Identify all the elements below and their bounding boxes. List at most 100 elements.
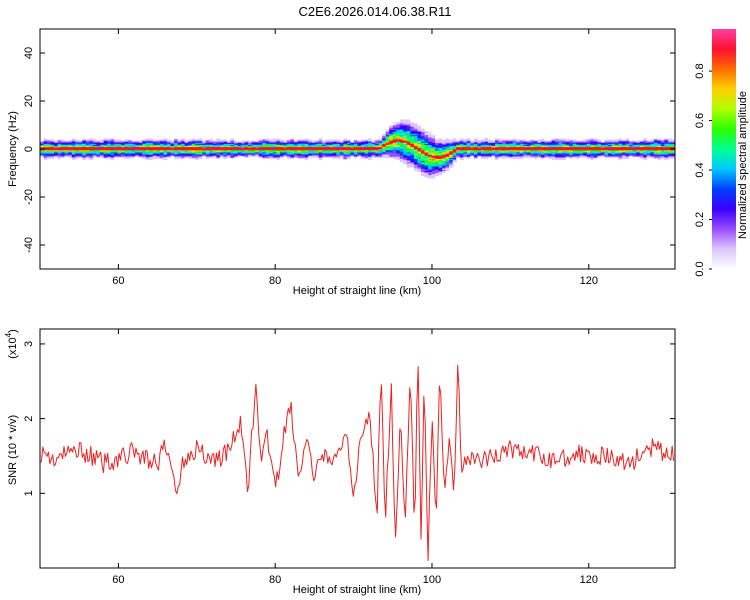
heatmap-cell [378,147,383,150]
heatmap-cell [107,150,112,153]
heatmap-cell [491,155,496,157]
heatmap-cell [237,150,242,153]
heatmap-cell [209,143,214,145]
heatmap-cell [406,163,412,166]
heatmap-cell [565,141,570,143]
heatmap-cell [480,158,486,161]
heatmap-cell [636,146,641,149]
heatmap-cell [145,141,150,143]
heatmap-cell [445,137,450,140]
heatmap-cell [445,158,450,161]
heatmap-cell [540,140,546,142]
heatmap-cell [435,135,440,138]
heatmap-cell [332,142,337,144]
heatmap-cell [512,143,517,145]
heatmap-cell [142,159,147,162]
heatmap-cell [435,155,440,157]
heatmap-cell [586,149,591,152]
heatmap-cell [205,158,210,161]
heatmap-cell [301,136,306,139]
heatmap-cell [533,145,539,148]
heatmap-cell [484,142,489,144]
heatmap-cell [466,156,471,158]
heatmap-cell [50,156,55,158]
heatmap-cell [265,140,270,142]
heatmap-cell [184,154,189,156]
heatmap-cell [364,157,369,159]
heatmap-cell [389,132,394,135]
heatmap-cell [286,148,292,151]
heatmap-cell [572,140,577,142]
heatmap-cell [576,140,581,142]
heatmap-cell [329,146,334,149]
heatmap-cell [452,141,457,143]
heatmap-cell [322,152,327,155]
heatmap-cell [276,150,281,153]
heatmap-cell [43,158,48,161]
heatmap-cell [569,142,574,144]
heatmap-cell [555,142,560,144]
heatmap-cell [653,152,658,155]
heatmap-cell [399,125,404,128]
heatmap-cell [646,144,651,146]
heatmap-cell [551,154,556,156]
heatmap-cell [424,133,429,136]
heatmap-cell [279,138,285,141]
heatmap-cell [301,138,306,141]
heatmap-cell [145,151,150,154]
heatmap-cell [301,147,306,150]
heatmap-cell [251,148,256,151]
heatmap-cell [399,148,404,151]
heatmap-cell [399,151,404,154]
heatmap-cell [64,138,69,141]
heatmap-cell [71,141,76,143]
heatmap-cell [103,156,108,158]
heatmap-cell [205,152,210,155]
heatmap-cell [470,155,475,157]
heatmap-cell [646,138,651,141]
heatmap-cell [516,159,521,162]
heatmap-cell [276,147,281,150]
heatmap-cell [124,142,129,144]
heatmap-cell [477,156,482,158]
heatmap-cell [191,148,196,151]
heatmap-cell [121,148,126,151]
heatmap-cell [579,156,584,158]
heatmap-cell [636,145,641,148]
heatmap-cell [421,142,426,144]
heatmap-cell [540,144,546,146]
heatmap-cell [322,150,327,153]
heatmap-cell [212,155,217,157]
heatmap-cell [516,140,521,142]
heatmap-cell [121,152,126,155]
heatmap-cell [650,137,655,140]
heatmap-cell [477,149,482,152]
heatmap-cell [480,147,486,150]
heatmap-cell [283,145,288,148]
heatmap-cell [188,141,193,143]
heatmap-cell [64,150,69,153]
heatmap-cell [653,158,658,161]
heatmap-cell [431,134,436,137]
heatmap-cell [290,144,295,146]
heatmap-cell [61,146,66,149]
heatmap-cell [403,150,408,153]
heatmap-cell [597,144,602,146]
heatmap-cell [297,136,302,139]
heatmap-cell [495,148,500,151]
heatmap-cell [346,145,352,148]
heatmap-cell [385,149,390,152]
heatmap-cell [202,148,207,151]
heatmap-cell [223,156,228,158]
heatmap-cell [590,144,595,146]
heatmap-cell [237,146,242,149]
heatmap-cell [64,143,69,145]
heatmap-cell [177,157,182,159]
heatmap-cell [445,136,450,139]
heatmap-cell [124,151,129,154]
heatmap-cell [216,140,221,142]
heatmap-cell [142,145,147,148]
heatmap-cell [43,155,48,157]
heatmap-cell [466,159,471,162]
heatmap-cell [502,154,507,156]
